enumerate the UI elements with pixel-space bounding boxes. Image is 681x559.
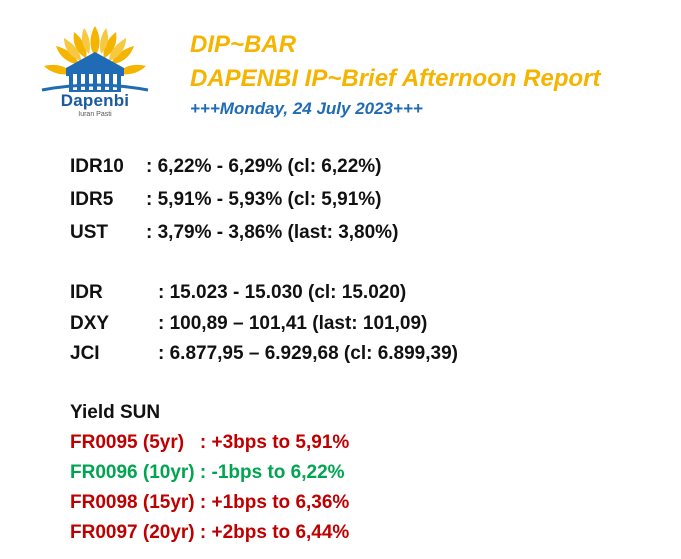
market-label: DXY: [70, 313, 110, 334]
yield-row-fr0096: FR0096 (10yr) : -1bps to 6,22%: [70, 462, 345, 483]
yield-row-fr0095: FR0095 (5yr) : +3bps to 5,91%: [70, 432, 350, 453]
yield-row-fr0097: FR0097 (20yr) : +2bps to 6,44%: [70, 522, 350, 543]
logo-wordmark: Dapenbi: [60, 91, 130, 110]
bond-value: : 6,22% - 6,29% (cl: 6,22%): [146, 156, 382, 177]
bond-value: : 3,79% - 3,86% (last: 3,80%): [146, 222, 399, 243]
bond-row-idr5: IDR5 : 5,91% - 5,93% (cl: 5,91%): [70, 189, 382, 211]
bond-row-idr10: IDR10 : 6,22% - 6,29% (cl: 6,22%): [70, 156, 382, 178]
market-row-dxy: DXY : 100,89 – 101,41 (last: 101,09): [70, 313, 427, 335]
bond-label: IDR5: [70, 189, 114, 210]
report-subtitle: DAPENBI IP~Brief Afternoon Report: [190, 65, 601, 92]
dapenbi-logo: Dapenbi Iuran Pasti: [36, 16, 154, 126]
market-row-idr: IDR : 15.023 - 15.030 (cl: 15.020): [70, 282, 406, 304]
yield-sun-heading: Yield SUN: [70, 402, 161, 423]
bond-label: UST: [70, 222, 108, 243]
market-value: : 15.023 - 15.030 (cl: 15.020): [158, 282, 407, 303]
bond-label: IDR10: [70, 156, 124, 177]
sun-house-icon: [41, 26, 149, 92]
report-title: DIP~BAR: [190, 31, 297, 58]
logo-tagline: Iuran Pasti: [78, 111, 112, 118]
market-label: IDR: [70, 282, 103, 303]
market-label: JCI: [70, 343, 100, 364]
bond-row-ust: UST : 3,79% - 3,86% (last: 3,80%): [70, 222, 398, 244]
market-value: : 6.877,95 – 6.929,68 (cl: 6.899,39): [158, 343, 458, 364]
report-date: +++Monday, 24 July 2023+++: [190, 99, 423, 118]
market-row-jci: JCI : 6.877,95 – 6.929,68 (cl: 6.899,39): [70, 343, 458, 365]
market-value: : 100,89 – 101,41 (last: 101,09): [158, 313, 428, 334]
yield-row-fr0098: FR0098 (15yr) : +1bps to 6,36%: [70, 492, 350, 513]
bond-value: : 5,91% - 5,93% (cl: 5,91%): [146, 189, 382, 210]
